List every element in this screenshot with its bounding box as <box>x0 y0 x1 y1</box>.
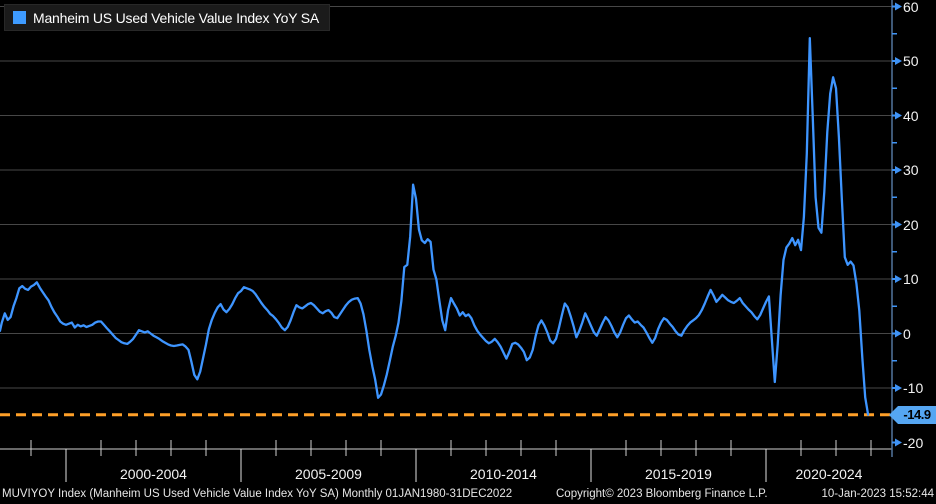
y-axis-label: 40 <box>903 107 919 124</box>
x-axis-label: 2020-2024 <box>795 466 863 482</box>
x-axis <box>0 440 892 482</box>
y-axis-label: 30 <box>903 162 919 178</box>
status-bar: MUVIYOY Index (Manheim US Used Vehicle V… <box>0 488 936 504</box>
data-line <box>0 36 870 416</box>
copyright-text: Copyright© 2023 Bloomberg Finance L.P. <box>556 488 768 500</box>
badge-arrow-icon <box>889 405 898 424</box>
timestamp: 10-Jan-2023 15:52:44 <box>821 488 934 500</box>
x-axis-label: 2000-2004 <box>120 466 187 482</box>
gridlines <box>0 6 892 389</box>
ticker-description: MUVIYOY Index (Manheim US Used Vehicle V… <box>2 488 513 500</box>
badge-value: -14.9 <box>903 407 931 423</box>
y-axis-label: 50 <box>903 53 919 69</box>
x-axis-label: 2010-2014 <box>470 466 537 482</box>
x-axis-label: 2015-2019 <box>645 466 712 482</box>
y-axis-label: 10 <box>903 271 919 287</box>
y-axis-label: -10 <box>903 380 924 396</box>
legend-item[interactable]: Manheim US Used Vehicle Value Index YoY … <box>4 4 331 31</box>
y-axis-label: -20 <box>903 434 924 451</box>
y-axis-label: 0 <box>903 325 911 342</box>
y-axis <box>891 0 902 457</box>
last-value-badge: -14.9 <box>889 405 936 424</box>
y-axis-label: 60 <box>903 0 919 15</box>
legend-swatch-icon <box>13 11 26 24</box>
legend-label: Manheim US Used Vehicle Value Index YoY … <box>33 9 320 26</box>
x-axis-label: 2005-2009 <box>295 466 362 482</box>
y-axis-label: 20 <box>903 216 919 233</box>
